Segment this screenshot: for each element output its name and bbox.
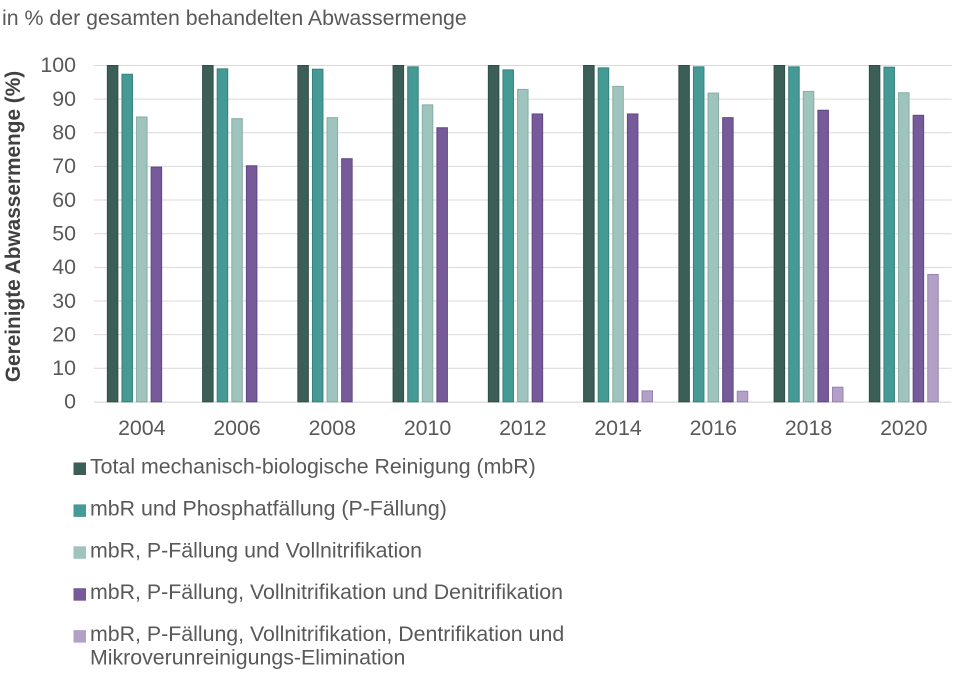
svg-text:Total mechanisch-biologische R: Total mechanisch-biologische Reinigung (…	[90, 455, 536, 479]
svg-text:Mikroverunreinigungs-Eliminati: Mikroverunreinigungs-Elimination	[90, 645, 405, 669]
svg-text:2006: 2006	[213, 416, 260, 440]
svg-text:30: 30	[52, 289, 76, 313]
svg-text:20: 20	[52, 322, 76, 346]
svg-text:2004: 2004	[118, 416, 166, 440]
svg-text:2014: 2014	[594, 416, 642, 440]
svg-text:50: 50	[52, 221, 76, 245]
svg-text:2020: 2020	[880, 416, 928, 440]
svg-text:0: 0	[64, 390, 76, 414]
svg-text:2018: 2018	[785, 416, 832, 440]
svg-text:40: 40	[52, 255, 76, 279]
svg-text:in % der gesamten behandelten: in % der gesamten behandelten Abwasserme…	[2, 6, 467, 30]
svg-text:90: 90	[52, 87, 76, 111]
svg-text:60: 60	[52, 188, 76, 212]
svg-text:100: 100	[40, 53, 76, 77]
svg-text:2012: 2012	[499, 416, 546, 440]
svg-text:mbR, P-Fällung, Vollnitrifikat: mbR, P-Fällung, Vollnitrifikation und De…	[90, 580, 563, 604]
svg-text:mbR und Phosphatfällung (P-Fäl: mbR und Phosphatfällung (P-Fällung)	[90, 496, 447, 520]
svg-text:mbR, P-Fällung und Vollnitrifi: mbR, P-Fällung und Vollnitrifikation	[90, 538, 422, 562]
svg-text:Gereinigte Abwassermenge (%): Gereinigte Abwassermenge (%)	[2, 71, 25, 382]
svg-text:2010: 2010	[404, 416, 452, 440]
svg-text:80: 80	[52, 121, 76, 145]
svg-text:70: 70	[52, 154, 76, 178]
svg-text:2008: 2008	[309, 416, 356, 440]
svg-text:10: 10	[52, 356, 76, 380]
svg-text:2016: 2016	[690, 416, 737, 440]
svg-text:mbR, P-Fällung, Vollnitrifikat: mbR, P-Fällung, Vollnitrifikation, Dentr…	[90, 622, 564, 646]
